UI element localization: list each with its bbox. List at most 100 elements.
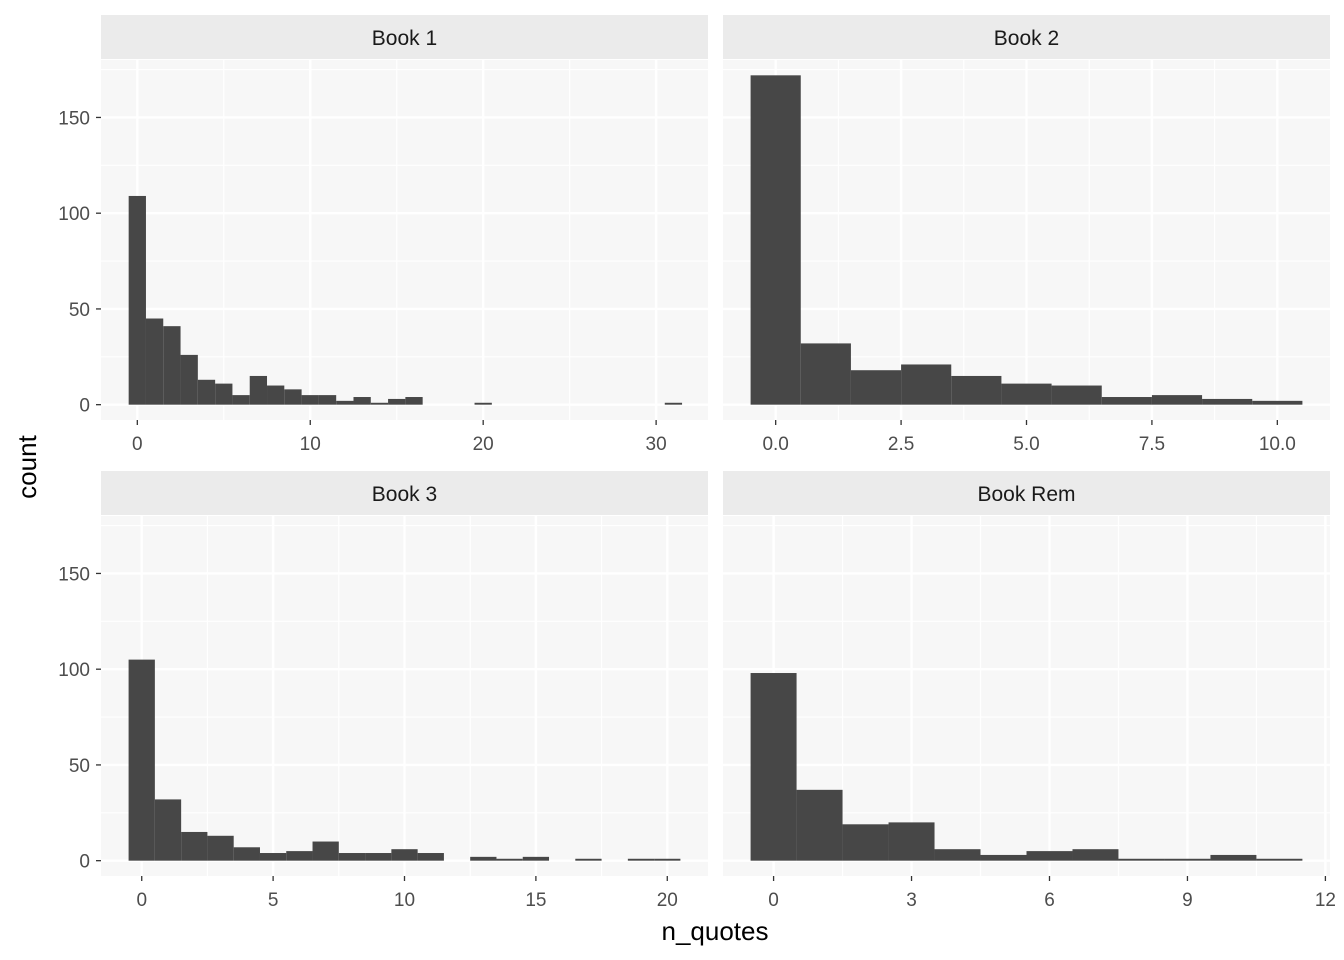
facet-panel: Book 2 0.0 2.5 5.0 7.5 10.0	[723, 15, 1330, 455]
y-tick-label: 150	[58, 108, 90, 129]
histogram-bar	[207, 835, 234, 861]
histogram-bar	[1252, 400, 1303, 405]
histogram-bar	[522, 856, 550, 861]
histogram-bar	[980, 854, 1027, 861]
histogram-bar	[951, 375, 1002, 405]
histogram-bar	[1101, 397, 1152, 405]
x-tick-label: 7.5	[1139, 434, 1165, 455]
histogram-bar	[370, 402, 389, 405]
x-tick-label: 12	[1315, 890, 1336, 911]
histogram-bar	[336, 400, 354, 405]
histogram-bar	[353, 397, 371, 405]
x-tick-label: 10.0	[1259, 434, 1296, 455]
histogram-bar	[901, 364, 952, 405]
x-tick-label: 3	[906, 890, 917, 911]
histogram-bar	[1256, 858, 1303, 861]
histogram-bar	[154, 799, 182, 861]
y-axis-title: count	[12, 434, 42, 498]
histogram-bar	[1151, 395, 1203, 405]
x-tick-label: 0	[136, 890, 147, 911]
histogram-bar	[284, 389, 302, 405]
histogram-bar	[654, 858, 681, 861]
histogram-bar	[1072, 849, 1119, 861]
histogram-bar	[800, 343, 851, 405]
histogram-bar	[233, 847, 260, 861]
histogram-bar	[267, 385, 285, 405]
histogram-bar	[318, 395, 337, 405]
histogram-bar	[474, 402, 492, 405]
facet-strip-label: Book 2	[994, 27, 1059, 50]
histogram-bar	[286, 851, 313, 861]
histogram-bar	[1202, 398, 1253, 405]
histogram-bar	[417, 853, 444, 861]
histogram-bar	[496, 858, 523, 861]
x-tick-label: 0	[132, 434, 143, 455]
x-tick-label: 2.5	[888, 434, 914, 455]
histogram-bar	[338, 853, 366, 861]
histogram-bar	[842, 824, 889, 861]
histogram-bar	[405, 397, 423, 405]
histogram-bar	[180, 354, 198, 405]
facet-strip-label: Book 1	[372, 27, 437, 50]
x-tick-label: 0.0	[762, 434, 788, 455]
histogram-bar	[365, 853, 392, 861]
histogram-bar	[750, 673, 797, 861]
histogram-bar	[145, 318, 164, 405]
x-axis-title: n_quotes	[662, 916, 769, 946]
histogram-bar	[215, 383, 233, 405]
histogram-bar	[470, 856, 497, 861]
x-tick-label: 20	[473, 434, 494, 455]
y-tick-label: 150	[58, 564, 90, 585]
facet-strip	[101, 471, 708, 515]
y-tick-label: 100	[58, 660, 90, 681]
x-tick-label: 10	[300, 434, 321, 455]
histogram-bar	[627, 858, 655, 861]
histogram-bar	[128, 659, 155, 861]
x-tick-label: 10	[394, 890, 415, 911]
facet-strip	[723, 15, 1330, 59]
histogram-bar	[128, 195, 146, 405]
y-tick-label: 0	[79, 852, 90, 873]
histogram-bar	[232, 395, 250, 405]
histogram-bar	[391, 849, 418, 861]
x-tick-label: 5	[268, 890, 279, 911]
y-tick-label: 100	[58, 204, 90, 225]
x-tick-label: 9	[1182, 890, 1193, 911]
facet-strip	[723, 471, 1330, 515]
histogram-bar	[1051, 385, 1102, 405]
histogram-bar	[664, 402, 683, 405]
x-tick-label: 30	[646, 434, 667, 455]
x-tick-label: 0	[768, 890, 779, 911]
y-tick-label: 0	[79, 396, 90, 417]
histogram-bar	[888, 822, 935, 861]
histogram-bar	[1164, 858, 1211, 861]
facet-strip-label: Book 3	[372, 483, 437, 506]
histogram-bar	[575, 858, 602, 861]
x-tick-label: 20	[657, 890, 678, 911]
histogram-bar	[388, 398, 406, 405]
histogram-bar	[796, 789, 843, 861]
facet-panel: Book 1 0 10 20 30 0 50 100 150	[58, 15, 708, 455]
histogram-bar	[249, 375, 268, 405]
histogram-bar	[301, 395, 319, 405]
histogram-bar	[934, 849, 981, 861]
facet-strip-label: Book Rem	[977, 483, 1075, 506]
y-tick-label: 50	[69, 300, 90, 321]
histogram-bar	[850, 370, 902, 405]
histogram-bar	[1026, 851, 1073, 861]
histogram-bar	[181, 831, 208, 861]
x-tick-label: 5.0	[1013, 434, 1039, 455]
histogram-bar	[197, 379, 216, 405]
histogram-bar	[259, 853, 287, 861]
histogram-bar	[1001, 383, 1052, 405]
x-tick-label: 6	[1044, 890, 1055, 911]
x-tick-label: 15	[525, 890, 546, 911]
histogram-bar	[1118, 858, 1165, 861]
facet-panel: Book Rem 0 3 6 9 12	[723, 471, 1336, 911]
facet-panel: Book 3 0 5 10 15 20 0 50 100 150	[58, 471, 708, 911]
panel-background	[101, 60, 708, 420]
histogram-bar	[163, 326, 181, 405]
histogram-bar	[312, 841, 339, 861]
histogram-bar	[750, 75, 801, 405]
